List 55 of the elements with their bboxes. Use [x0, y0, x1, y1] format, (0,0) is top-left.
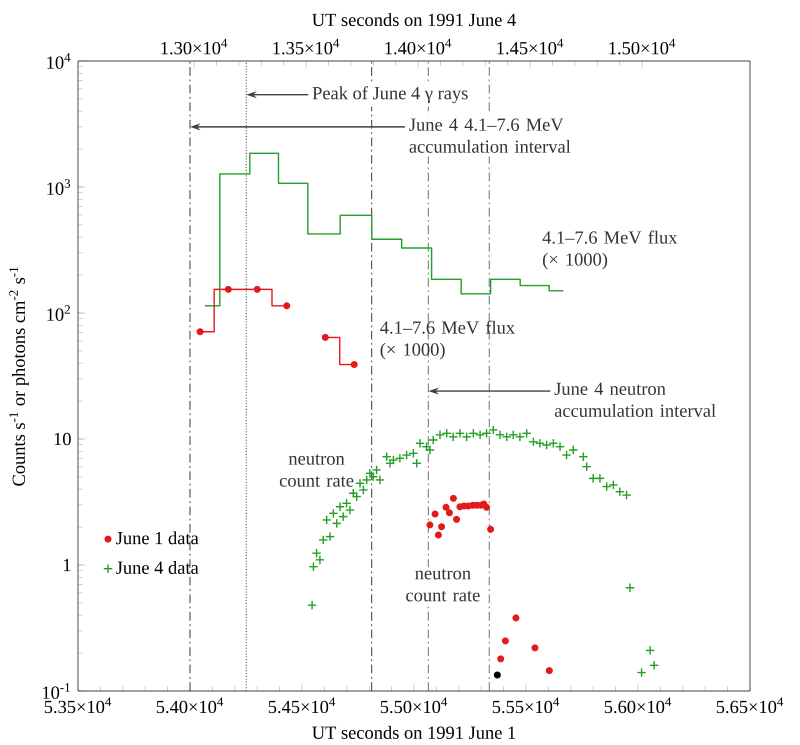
x-tick-label: 5.40×10$^{4}$ [156, 697, 224, 714]
point [546, 667, 553, 674]
point [512, 614, 520, 622]
x2-tick-label: 1.30×10$^{4}$ [161, 38, 228, 54]
point [487, 526, 494, 533]
x2-axis-title: UT seconds on 1991 June 4 [312, 13, 516, 26]
point [432, 510, 439, 518]
annotation: June 4 neutron accumulation interval [554, 382, 716, 417]
x-tick-label: 5.65×10$^{4}$ [716, 697, 784, 714]
y-tick-label: 10$^{-1}$ [43, 683, 70, 699]
y-tick-label: 10$^{3}$ [47, 179, 70, 195]
point [283, 302, 290, 310]
point [322, 334, 329, 341]
point [645, 645, 656, 656]
annotation: 4.1–7.6 MeV flux (× 1000) [380, 320, 515, 360]
x-tick-label: 5.50×10$^{4}$ [380, 697, 448, 714]
point [636, 668, 647, 678]
x-tick-label: 5.45×10$^{4}$ [268, 697, 336, 714]
x-axis-title: UT seconds on 1991 June 1 [312, 726, 516, 739]
y-tick-label: 10$^{2}$ [47, 305, 70, 321]
y-tick-label: 1 [64, 558, 70, 572]
point [254, 286, 261, 293]
point [446, 509, 453, 516]
point [350, 361, 358, 368]
x2-tick-label: 1.50×10$^{4}$ [609, 38, 676, 54]
point [224, 286, 232, 293]
x2-tick-label: 1.45×10$^{4}$ [497, 38, 564, 54]
annotation: neutron count rate [406, 568, 480, 602]
point [531, 644, 538, 652]
point [450, 494, 457, 502]
legend-label: June 1 data [116, 531, 198, 544]
point [483, 504, 490, 511]
point [625, 582, 635, 593]
point [434, 531, 442, 539]
annotation: Peak of June 4 γ rays [312, 86, 468, 104]
point [426, 521, 434, 528]
point [438, 523, 446, 530]
point [502, 637, 509, 644]
x2-tick-label: 1.40×10$^{4}$ [385, 38, 452, 54]
point [442, 504, 450, 511]
annotation: neutron count rate [280, 454, 354, 487]
x-tick-label: 5.55×10$^{4}$ [492, 697, 560, 714]
point [649, 660, 660, 670]
x-tick-label: 5.60×10$^{4}$ [604, 697, 672, 714]
legend-label: June 4 data [116, 560, 198, 574]
annotation: June 4 4.1–7.6 MeV accumulation interval [409, 118, 570, 153]
point [453, 516, 460, 523]
annotation: 4.1–7.6 MeV flux (× 1000) [542, 230, 678, 270]
point [196, 328, 204, 336]
x2-tick-label: 1.35×10$^{4}$ [273, 38, 340, 54]
point [497, 655, 504, 662]
y-axis-title: Counts s$^{-1}$ or photons cm$^{-2}$ s$^{-1}$ [9, 267, 29, 486]
point [494, 671, 501, 679]
y-tick-label: 10 [54, 432, 71, 446]
y-tick-label: 10$^{4}$ [47, 53, 70, 69]
